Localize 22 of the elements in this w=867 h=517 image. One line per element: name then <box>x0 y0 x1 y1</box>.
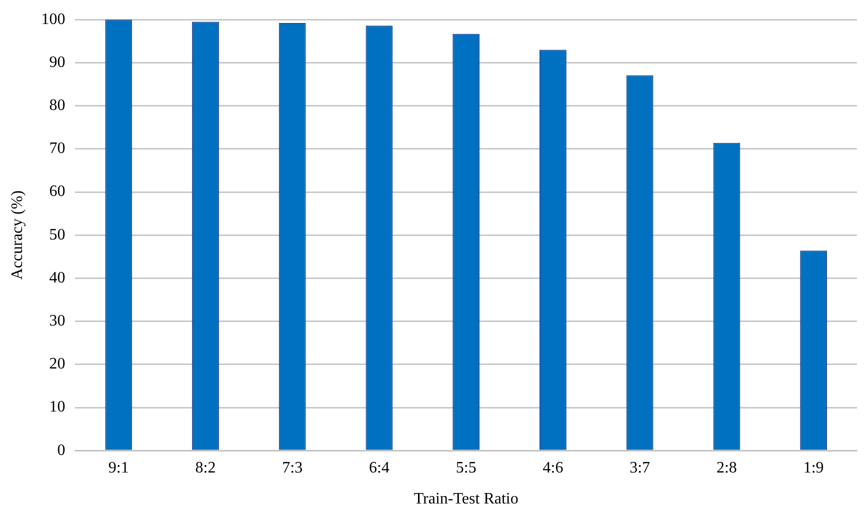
y-tick-label: 90 <box>49 54 66 71</box>
y-tick-label: 40 <box>49 269 66 286</box>
x-tick-label: 1:9 <box>803 459 824 476</box>
x-tick-label: 2:8 <box>716 459 737 476</box>
x-tick-label: 9:1 <box>108 459 129 476</box>
y-axis-title: Accuracy (%) <box>8 190 26 280</box>
x-tick-label: 7:3 <box>282 459 303 476</box>
y-tick-label: 0 <box>57 442 66 459</box>
x-tick-label: 3:7 <box>630 459 650 476</box>
y-tick-label: 80 <box>49 97 66 114</box>
y-tick-label: 60 <box>49 183 66 200</box>
x-tick-label: 8:2 <box>195 459 216 476</box>
x-tick-label: 6:4 <box>369 459 390 476</box>
y-tick-label: 70 <box>49 140 66 158</box>
y-tick-label: 30 <box>49 312 66 330</box>
y-tick-label: 50 <box>49 226 66 244</box>
y-tick-label: 10 <box>49 398 66 416</box>
y-tick-label: 100 <box>41 10 66 28</box>
y-tick-label: 20 <box>49 356 66 373</box>
x-tick-label: 5:5 <box>456 459 476 476</box>
x-tick-label: 4:6 <box>542 459 564 476</box>
x-axis-title: Train-Test Ratio <box>414 490 518 508</box>
